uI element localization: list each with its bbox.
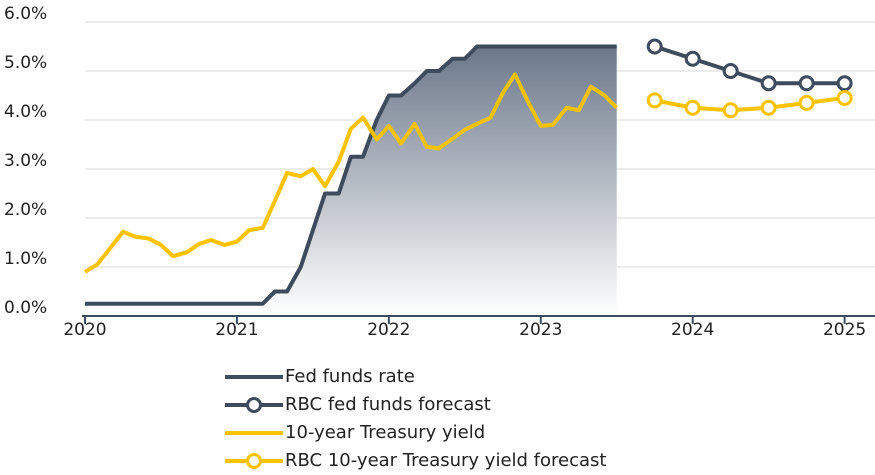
marker [798,94,815,111]
y-tick-label: 4.0% [4,102,47,122]
marker [760,75,777,92]
marker [722,102,739,119]
area [85,46,617,316]
marker [684,50,701,67]
marker [760,99,777,116]
marker [836,75,853,92]
legend-label: RBC fed funds forecast [285,394,491,415]
legend-label: 10-year Treasury yield [285,422,485,443]
x-tick-label: 2022 [367,320,410,340]
x-tick-label: 2024 [671,320,714,340]
marker [722,63,739,79]
y-tick-label: 0.0% [4,298,47,318]
marker [836,89,853,106]
line [654,95,845,113]
marker [646,92,663,109]
x-tick-label: 2025 [823,320,866,340]
y-tick-label: 2.0% [4,200,47,220]
legend-marker [246,453,262,469]
legend-marker [246,397,262,413]
legend-label: Fed funds rate [285,366,415,387]
y-tick-label: 6.0% [4,4,47,24]
y-tick-label: 1.0% [4,249,47,269]
y-tick-label: 3.0% [4,151,47,171]
marker [646,38,663,55]
legend-label: RBC 10-year Treasury yield forecast [285,450,606,471]
y-tick-label: 5.0% [4,53,47,73]
line [654,44,845,86]
line [83,72,619,274]
x-tick-label: 2020 [63,320,106,340]
line [85,44,617,306]
x-tick-label: 2021 [215,320,258,340]
x-tick-label: 2023 [519,320,562,340]
marker [798,75,815,92]
marker [684,99,701,116]
